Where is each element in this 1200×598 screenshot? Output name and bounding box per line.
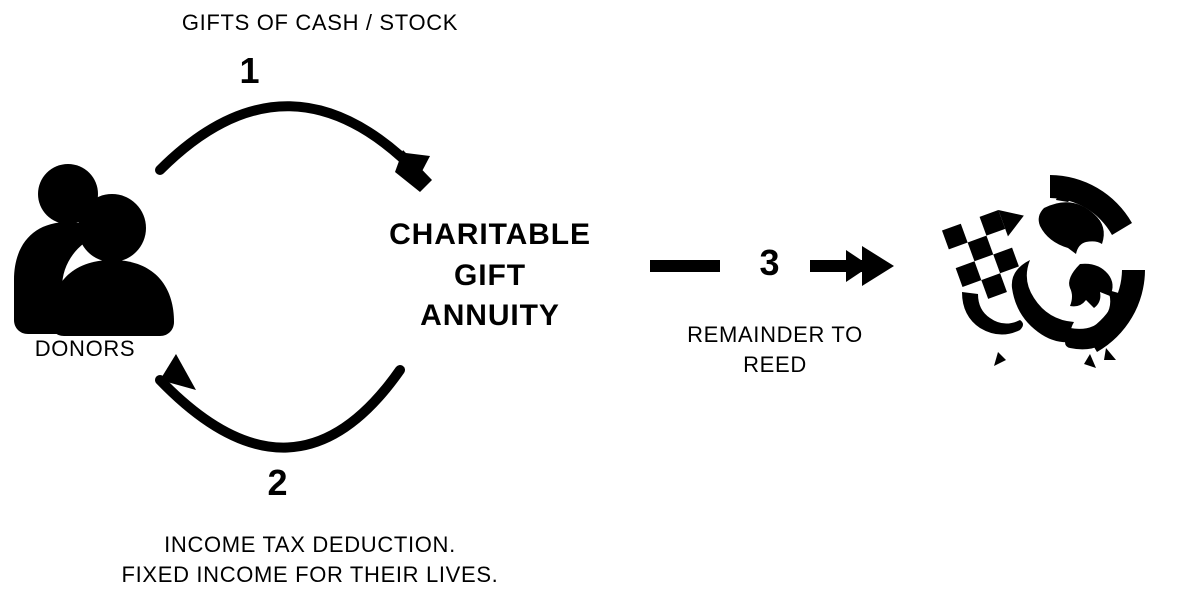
diagram-stage: GIFTS OF CASH / STOCK 1 CHARITABLE GIFT …: [0, 0, 1200, 598]
donors-icon: [14, 164, 174, 336]
diagram-svg: [0, 0, 1200, 598]
griffin-seal-icon: [942, 175, 1145, 368]
arrow-step-1: [160, 106, 432, 192]
arrow-step-2: [160, 354, 400, 448]
arrow-step-3: [650, 246, 894, 286]
